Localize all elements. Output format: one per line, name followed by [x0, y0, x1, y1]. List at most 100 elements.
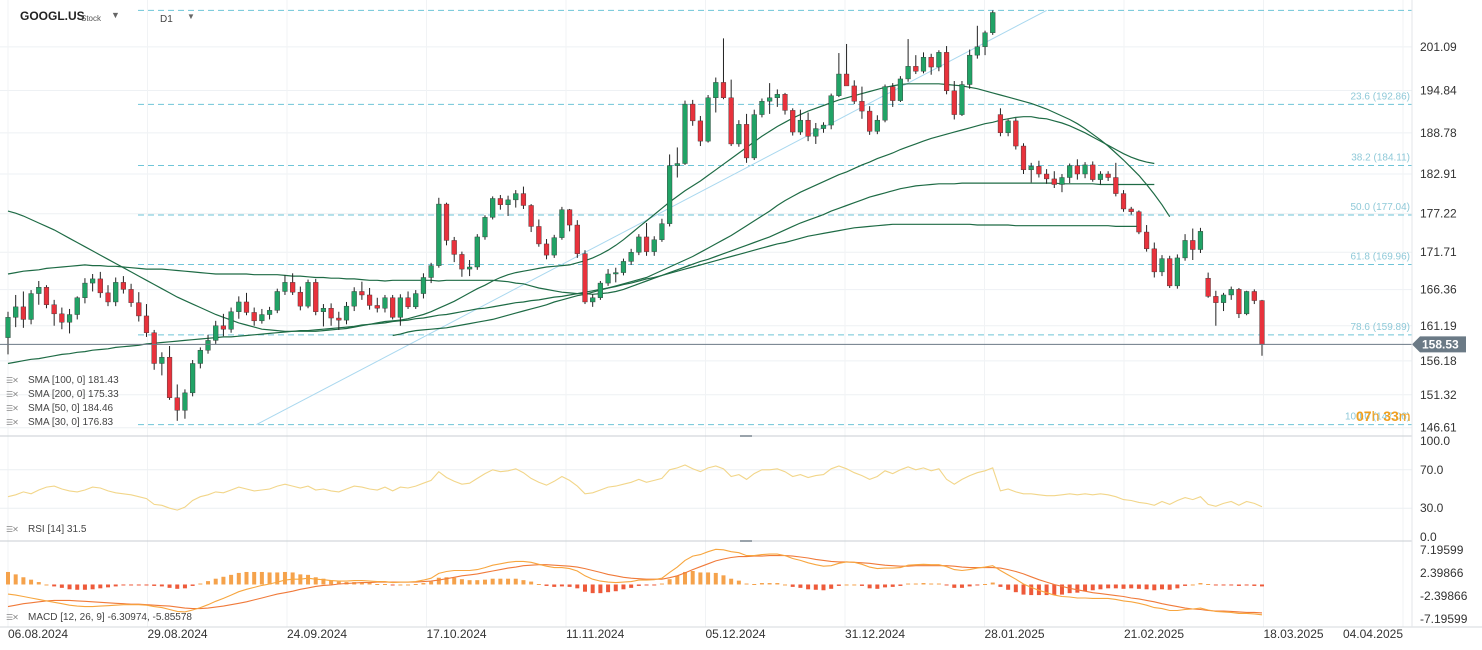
- timeframe-label[interactable]: D1: [160, 14, 173, 25]
- timeframe-dropdown-icon[interactable]: ▼: [187, 12, 195, 21]
- legend-macd[interactable]: ☰✕ MACD [12, 26, 9] -6.30974, -5.85578: [6, 612, 192, 623]
- macd-histogram-bar: [798, 584, 803, 588]
- candle-body: [667, 165, 673, 224]
- legend-sma-200[interactable]: ☰✕ SMA [200, 0] 175.33: [6, 389, 119, 400]
- candle-body: [274, 291, 280, 311]
- macd-histogram-bar: [875, 584, 880, 589]
- macd-histogram-bar: [959, 584, 964, 588]
- candle-body: [636, 236, 642, 253]
- candle-body: [582, 253, 588, 303]
- rsi-axis-tick: 100.0: [1420, 434, 1450, 448]
- legend-settings-icon[interactable]: ☰✕: [6, 390, 19, 399]
- macd-histogram-bar: [67, 584, 72, 590]
- date-axis-tick: 06.08.2024: [8, 627, 68, 641]
- candle-body: [220, 325, 226, 330]
- candle-body: [882, 86, 888, 121]
- macd-histogram-bar: [375, 584, 380, 585]
- rsi-axis-tick: 70.0: [1420, 463, 1444, 477]
- candle-body: [1074, 165, 1080, 175]
- macd-histogram-bar: [29, 579, 34, 585]
- macd-histogram-bar: [721, 575, 726, 585]
- macd-histogram-bar: [152, 584, 157, 586]
- macd-histogram-bar: [1183, 584, 1188, 586]
- price-axis-tick: 177.22: [1420, 207, 1457, 221]
- candle-body: [120, 282, 126, 290]
- macd-histogram-bar: [1075, 584, 1080, 593]
- macd-histogram-bar: [521, 580, 526, 585]
- candle-body: [682, 103, 688, 164]
- macd-histogram-bar: [1006, 584, 1011, 590]
- macd-histogram-bar: [1013, 584, 1018, 593]
- macd-histogram-bar: [529, 581, 534, 585]
- legend-settings-icon[interactable]: ☰✕: [6, 418, 19, 427]
- candle-body: [297, 291, 303, 307]
- candle-body: [1105, 173, 1111, 178]
- candle-body: [474, 236, 480, 268]
- macd-histogram-bar: [1129, 584, 1134, 589]
- candle-body: [597, 282, 603, 298]
- macd-histogram-bar: [813, 584, 818, 590]
- macd-histogram-bar: [329, 580, 334, 585]
- legend-settings-icon[interactable]: ☰✕: [6, 525, 19, 534]
- macd-histogram-bar: [436, 577, 441, 585]
- price-axis-tick: 151.32: [1420, 388, 1457, 402]
- candle-body: [1136, 211, 1142, 233]
- sma-line: [7, 182, 1155, 295]
- date-axis-tick: 11.11.2024: [566, 627, 625, 641]
- candle-body: [820, 124, 827, 129]
- legend-sma-100[interactable]: ☰✕ SMA [100, 0] 181.43: [6, 375, 119, 386]
- legend-label: SMA [50, 0]: [28, 403, 80, 414]
- candle-body: [1128, 208, 1134, 212]
- macd-histogram-bar: [336, 581, 341, 585]
- candle-body: [813, 128, 819, 137]
- candle-body: [390, 297, 396, 318]
- macd-histogram-bar: [198, 583, 203, 585]
- candle-body: [428, 265, 434, 278]
- candle-body: [82, 282, 88, 298]
- price-axis-tick: 201.09: [1420, 40, 1457, 54]
- macd-histogram-bar: [706, 572, 711, 585]
- candle-body: [959, 84, 965, 115]
- macd-histogram-bar: [952, 584, 957, 588]
- macd-histogram-bar: [683, 571, 688, 585]
- macd-histogram-bar: [713, 572, 718, 585]
- macd-histogram-bar: [1029, 584, 1034, 596]
- candle-body: [197, 349, 203, 364]
- legend-sma-50[interactable]: ☰✕ SMA [50, 0] 184.46: [6, 403, 113, 414]
- macd-histogram-bar: [1206, 584, 1211, 585]
- date-axis-tick: 17.10.2024: [427, 627, 487, 641]
- macd-histogram-bar: [1167, 584, 1172, 590]
- legend-settings-icon[interactable]: ☰✕: [6, 404, 19, 413]
- candle-body: [136, 302, 142, 317]
- date-axis-tick: 04.04.2025: [1343, 627, 1403, 641]
- instrument-type-label: Stock: [81, 14, 102, 23]
- macd-histogram-bar: [175, 584, 180, 589]
- macd-histogram-bar: [129, 584, 134, 586]
- candle-body: [66, 314, 73, 323]
- candle-body: [1097, 173, 1104, 180]
- legend-settings-icon[interactable]: ☰✕: [6, 376, 19, 385]
- candle-body: [1113, 177, 1119, 194]
- legend-rsi[interactable]: ☰✕ RSI [14] 31.5: [6, 524, 86, 535]
- symbol-label[interactable]: GOOGL.US: [20, 9, 85, 23]
- symbol-dropdown-icon[interactable]: ▼: [111, 10, 120, 20]
- candle-body: [1059, 177, 1065, 185]
- macd-histogram-bar: [490, 578, 495, 585]
- candle-body: [313, 282, 319, 312]
- candle-body: [913, 66, 919, 72]
- legend-sma-30[interactable]: ☰✕ SMA [30, 0] 176.83: [6, 417, 113, 428]
- macd-histogram-bar: [629, 584, 634, 588]
- candle-body: [697, 120, 703, 142]
- legend-label: SMA [100, 0]: [28, 375, 86, 386]
- macd-histogram-bar: [790, 584, 795, 587]
- candle-body: [443, 203, 450, 241]
- macd-histogram-bar: [544, 584, 549, 586]
- macd-histogram-bar: [275, 572, 280, 585]
- macd-histogram-bar: [859, 584, 864, 586]
- legend-settings-icon[interactable]: ☰✕: [6, 613, 19, 622]
- pane-resize-handle: [740, 435, 752, 437]
- candle-body: [51, 304, 57, 315]
- macd-histogram-bar: [536, 584, 541, 585]
- macd-histogram-bar: [106, 584, 111, 588]
